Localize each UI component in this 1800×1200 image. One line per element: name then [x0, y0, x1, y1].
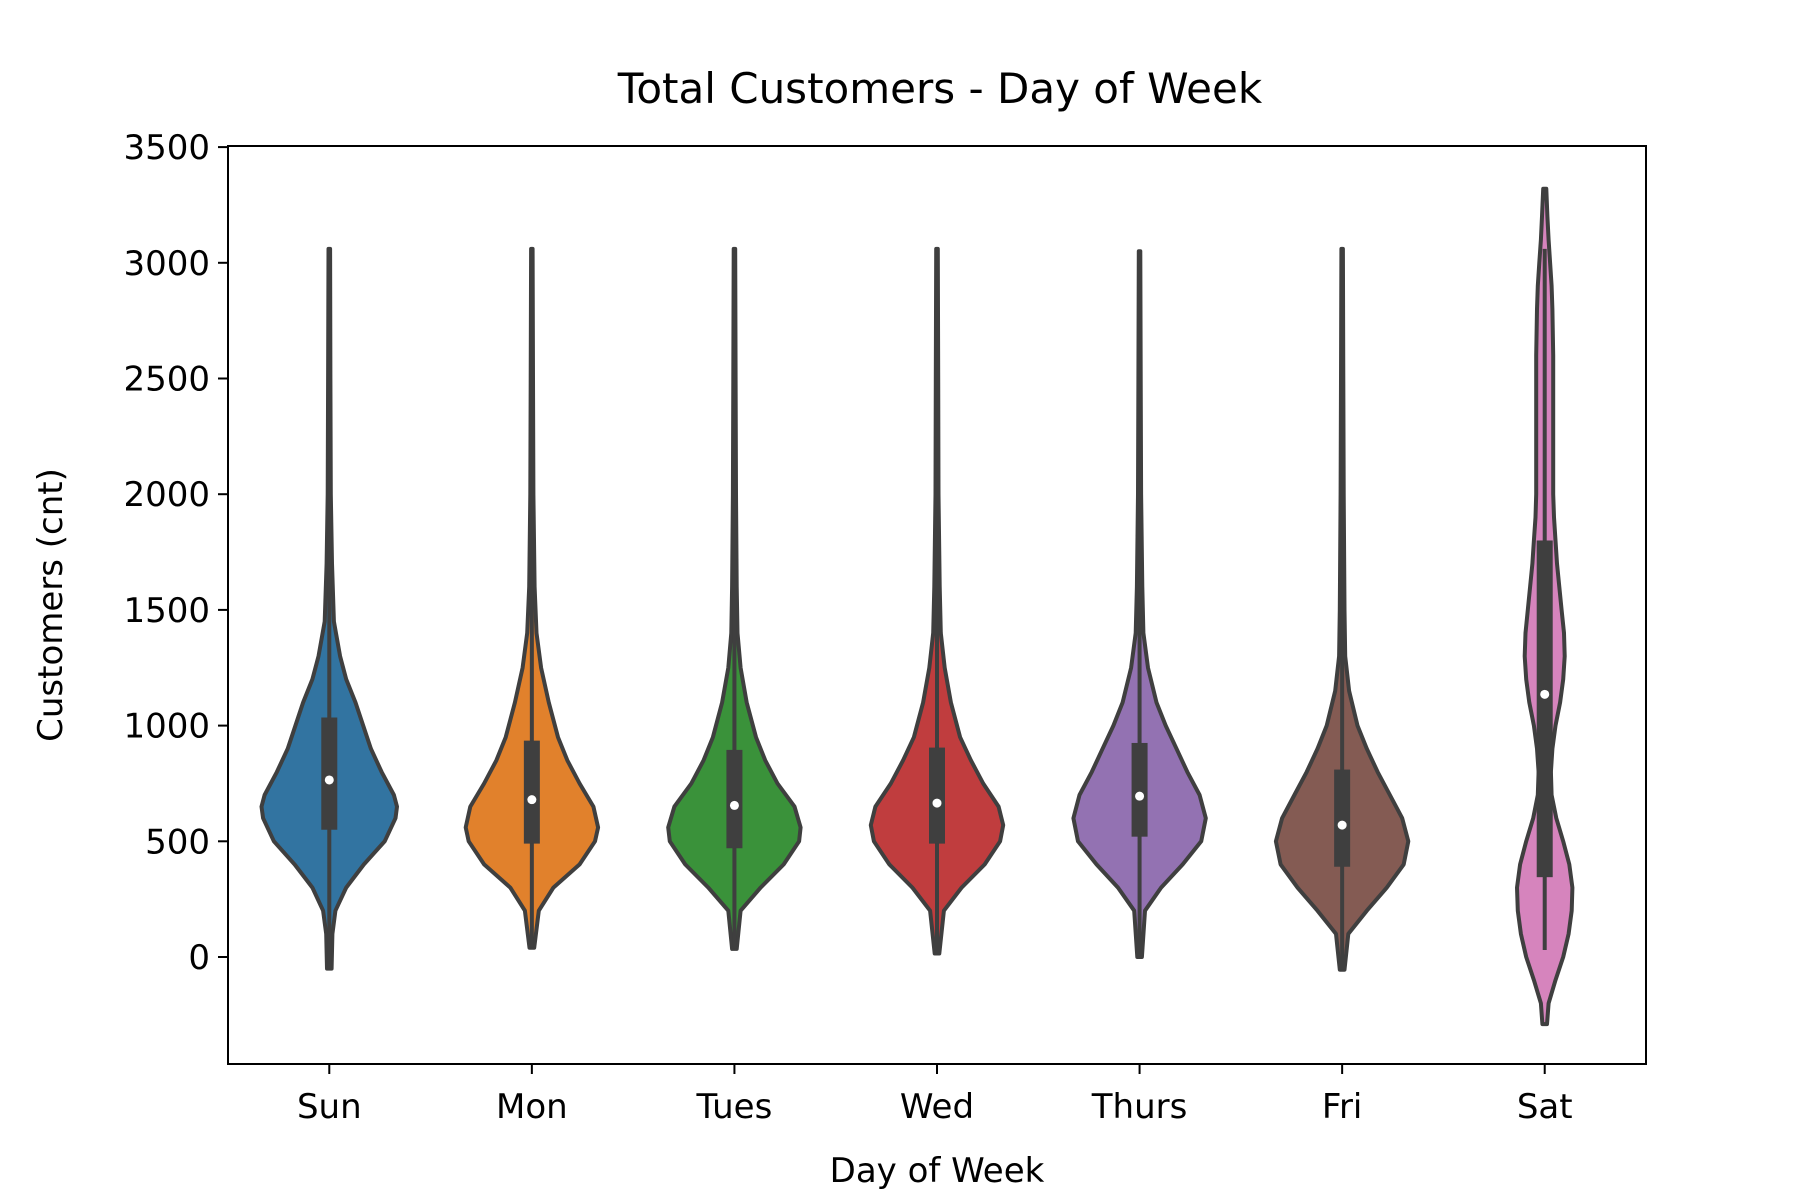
- violin-iqr-box: [523, 740, 540, 844]
- x-tick-label: Sat: [1517, 1087, 1573, 1127]
- x-tick-label: Mon: [496, 1087, 568, 1127]
- violin-mon: [463, 246, 601, 950]
- violin-iqr-box: [321, 717, 338, 830]
- violin-median-dot: [1337, 820, 1347, 830]
- violin-median-dot: [729, 800, 739, 810]
- y-axis-label: Customers (cnt): [31, 468, 71, 742]
- violin-median-dot: [527, 795, 537, 805]
- violin-median-dot: [1135, 791, 1145, 801]
- y-tick-label: 3500: [123, 128, 210, 168]
- violin-sat: [1515, 186, 1575, 1027]
- y-tick-label: 1000: [123, 707, 210, 747]
- x-tick-label: Tues: [696, 1087, 773, 1127]
- violin-tues: [666, 246, 803, 951]
- violin-iqr-box: [929, 747, 945, 844]
- violin-median-dot: [1540, 689, 1550, 699]
- x-axis-label: Day of Week: [830, 1151, 1045, 1191]
- violins-layer: [259, 186, 1575, 1027]
- y-axis: 0 500 1000 1500 2000 2500 3000 3500: [123, 128, 228, 978]
- plot-frame: [227, 145, 1647, 1065]
- x-tick-label: Wed: [900, 1087, 974, 1127]
- violin-fri: [1273, 246, 1411, 972]
- violin-median-dot: [324, 775, 334, 785]
- x-tick-label: Thurs: [1091, 1087, 1188, 1127]
- violin-iqr-box: [1536, 540, 1553, 878]
- violin-iqr-box: [1334, 769, 1351, 867]
- y-tick-label: 0: [188, 938, 210, 978]
- violin-iqr-box: [726, 749, 743, 849]
- x-tick-label: Sun: [297, 1087, 362, 1127]
- violin-sun: [259, 246, 399, 971]
- x-axis: Sun Mon Tues Wed Thurs Fri Sat: [297, 1064, 1573, 1127]
- chart-title: Total Customers - Day of Week: [617, 64, 1263, 113]
- violin-median-dot: [932, 798, 942, 808]
- y-tick-label: 500: [145, 822, 210, 862]
- y-tick-label: 3000: [123, 244, 210, 284]
- violin-wed: [868, 246, 1006, 956]
- y-tick-label: 1500: [123, 591, 210, 631]
- violin-iqr-box: [1131, 742, 1148, 837]
- violin-thurs: [1071, 249, 1208, 959]
- y-tick-label: 2000: [123, 475, 210, 515]
- y-tick-label: 2500: [123, 360, 210, 400]
- x-tick-label: Fri: [1322, 1087, 1363, 1127]
